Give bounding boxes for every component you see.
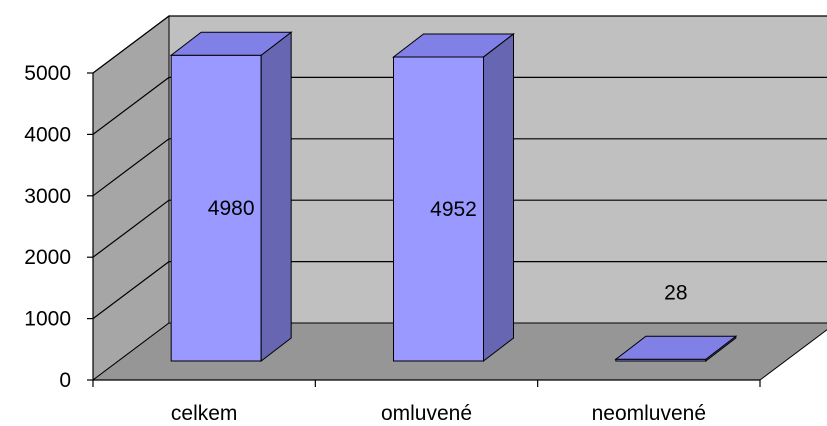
- bar-top: [614, 335, 738, 360]
- y-tick-label: 3000: [24, 185, 71, 208]
- y-tick-label: 4000: [24, 123, 71, 146]
- x-tick-label: neomluvené: [592, 402, 706, 425]
- bars: [169, 31, 738, 363]
- data-label: 4980: [208, 197, 255, 220]
- data-labels: 4980 4952 28: [208, 197, 688, 304]
- y-tick-label: 2000: [24, 246, 71, 269]
- bar: [392, 32, 515, 363]
- y-axis: 0 1000 2000 3000 4000 5000: [24, 62, 94, 392]
- y-tick-label: 5000: [24, 62, 71, 85]
- x-tick-label: omluvené: [381, 402, 472, 425]
- bar: [614, 335, 738, 363]
- bar-side: [483, 32, 514, 363]
- side-wall: [92, 15, 170, 381]
- bar-top: [169, 31, 293, 56]
- gridline: [92, 76, 827, 135]
- gridline: [92, 261, 827, 320]
- bar-side: [260, 31, 292, 363]
- y-tick-label: 1000: [24, 308, 71, 331]
- data-label: 28: [664, 281, 687, 304]
- gridlines: [92, 15, 827, 320]
- bar: [169, 31, 293, 363]
- data-label: 4952: [430, 198, 477, 221]
- y-tick-label: 0: [59, 369, 71, 392]
- gridline: [92, 199, 827, 258]
- x-tick-label: celkem: [171, 402, 238, 425]
- x-axis: celkem omluvené neomluvené: [92, 379, 761, 425]
- gridline: [92, 15, 827, 74]
- gridline: [92, 138, 827, 197]
- bar-top: [392, 33, 515, 58]
